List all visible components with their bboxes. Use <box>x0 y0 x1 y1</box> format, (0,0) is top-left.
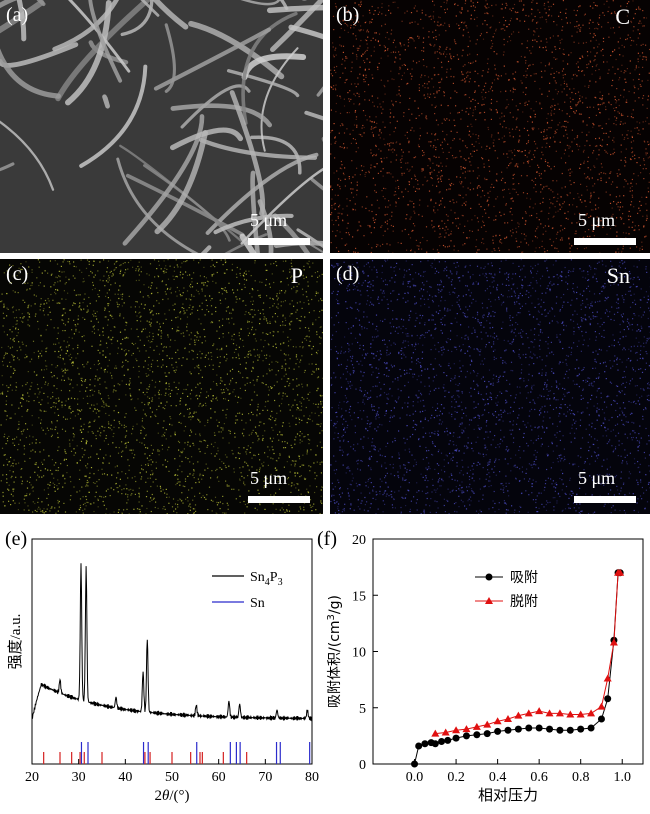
scale-bar-c <box>248 496 310 503</box>
bet-x-tick-label: 0.2 <box>447 770 465 785</box>
bet-y-tick-label: 20 <box>352 533 366 548</box>
carbon-map-panel: (b) C 5 μm <box>330 0 650 253</box>
legend-text-sn4p3: Sn4P3 <box>250 570 283 588</box>
bet-x-tick-label: 0.8 <box>572 770 590 785</box>
sem-image-panel: (a) 5 μm <box>0 0 323 253</box>
desorption-point <box>587 709 595 716</box>
xrd-x-label: 2θ/(°) <box>154 788 189 804</box>
adsorption-point <box>505 727 512 734</box>
adsorption-point <box>432 740 439 747</box>
xrd-plot: 20 30 40 50 60 70 80 2θ/(°) 强度/a.u. Sn4P3 Sn <box>0 524 325 809</box>
adsorption-point <box>463 732 470 739</box>
legend-text-sn: Sn <box>250 596 265 611</box>
legend-marker-adsorption <box>486 574 493 581</box>
bet-x-tick-label: 0.4 <box>489 770 507 785</box>
xrd-tick-label: 60 <box>212 770 226 785</box>
xrd-chart: (e) 20 30 40 50 60 70 80 2θ/(°) 强度/a.u. Sn4P3 Sn <box>0 524 325 809</box>
scale-bar-d <box>574 496 636 503</box>
chart-label-e: (e) <box>5 528 27 551</box>
panel-label-a: (a) <box>6 4 28 27</box>
adsorption-point <box>438 738 445 745</box>
adsorption-point <box>515 726 522 733</box>
adsorption-point <box>598 716 605 723</box>
xrd-tick-label: 50 <box>165 770 179 785</box>
adsorption-point <box>588 725 595 732</box>
scale-bar-b <box>574 238 636 245</box>
adsorption-point <box>421 740 428 747</box>
bet-y-tick-label: 15 <box>352 589 366 604</box>
adsorption-point <box>577 726 584 733</box>
panel-label-b: (b) <box>336 4 359 27</box>
adsorption-point <box>536 725 543 732</box>
xrd-tick-label: 70 <box>258 770 272 785</box>
adsorption-point <box>525 725 532 732</box>
adsorption-point <box>556 727 563 734</box>
adsorption-point <box>473 731 480 738</box>
xrd-tick-label: 40 <box>118 770 132 785</box>
bet-y-label: 吸附体积/(cm3/g) <box>326 595 343 708</box>
bet-y-tick-label: 10 <box>352 646 366 661</box>
xrd-tick-label: 20 <box>25 770 39 785</box>
legend-text-adsorption: 吸附 <box>510 570 538 586</box>
tin-map-panel: (d) Sn 5 μm <box>330 259 650 514</box>
scale-text-c: 5 μm <box>250 468 287 489</box>
xrd-pattern <box>32 563 312 720</box>
adsorption-point <box>444 737 451 744</box>
adsorption-point <box>484 730 491 737</box>
xrd-y-label: 强度/a.u. <box>7 614 24 670</box>
adsorption-point <box>453 735 460 742</box>
element-label-sn: Sn <box>607 263 630 289</box>
adsorption-point <box>546 726 553 733</box>
xrd-tick-label: 80 <box>305 770 319 785</box>
bet-y-tick-label: 0 <box>359 758 366 773</box>
panel-label-c: (c) <box>6 263 28 286</box>
phosphorus-map-panel: (c) P 5 μm <box>0 259 323 514</box>
adsorption-point <box>567 727 574 734</box>
adsorption-point <box>411 761 418 768</box>
desorption-point <box>535 707 543 714</box>
element-label-c: C <box>615 4 630 30</box>
chart-label-f: (f) <box>317 528 337 551</box>
scale-text-a: 5 μm <box>250 210 287 231</box>
element-label-p: P <box>291 263 303 289</box>
bet-x-tick-label: 0.0 <box>406 770 424 785</box>
scale-text-b: 5 μm <box>578 210 615 231</box>
bet-plot: 0.0 0.2 0.4 0.6 0.8 1.0 0 5 10 15 20 相对压力 吸附体积/(cm3/… <box>325 524 650 809</box>
legend-text-desorption: 脱附 <box>510 594 538 610</box>
bet-x-tick-label: 0.6 <box>530 770 548 785</box>
xrd-tick-label: 30 <box>72 770 86 785</box>
desorption-point <box>556 709 564 716</box>
panel-label-d: (d) <box>336 263 359 286</box>
bet-y-tick-label: 5 <box>359 702 366 717</box>
adsorption-point <box>415 743 422 750</box>
bet-x-label: 相对压力 <box>478 786 538 804</box>
adsorption-point <box>604 695 611 702</box>
scale-bar-a <box>248 238 310 245</box>
bet-x-tick-label: 1.0 <box>613 770 631 785</box>
desorption-point <box>597 703 605 710</box>
scale-text-d: 5 μm <box>578 468 615 489</box>
adsorption-point <box>494 728 501 735</box>
